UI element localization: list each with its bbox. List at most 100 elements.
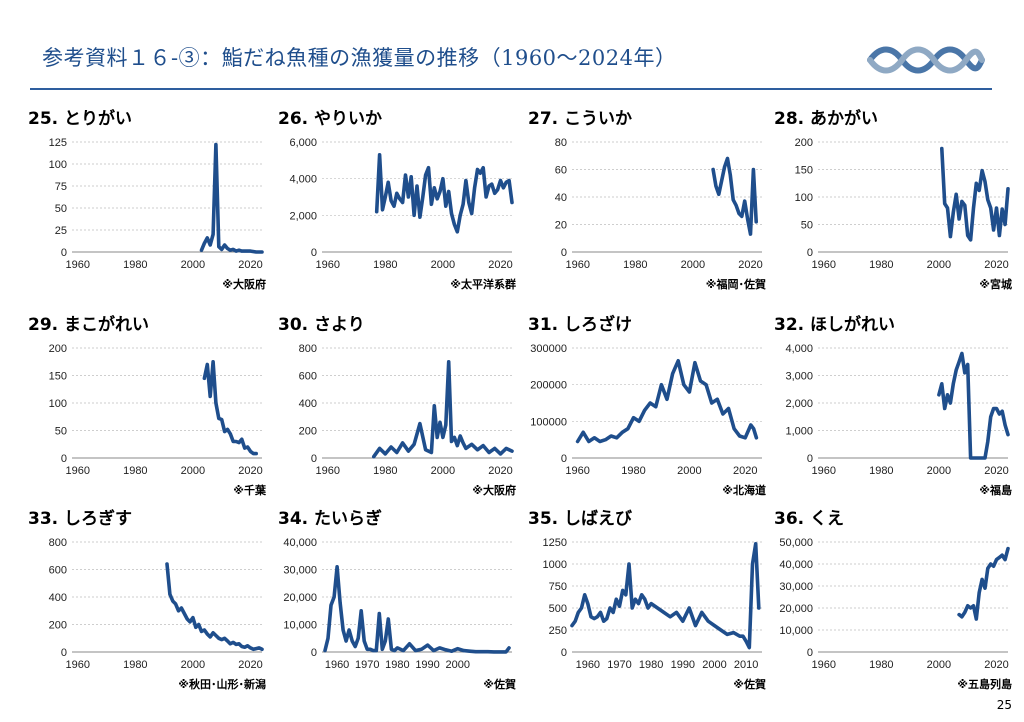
chart-title: 30. さより bbox=[278, 315, 365, 335]
series-line bbox=[957, 546, 1010, 621]
y-tick-label: 0 bbox=[561, 453, 567, 465]
y-tick-label: 25 bbox=[55, 225, 67, 237]
source-note: ※北海道 bbox=[722, 484, 766, 497]
chart-panel: 35. しばえび 0 250 500 750 1000 1250 1960 1970 1980 19… bbox=[520, 504, 772, 694]
y-tick-label: 4,000 bbox=[289, 174, 317, 186]
line-chart: 0 2,000 4,000 6,000 1960 1980 2000 2020 bbox=[289, 137, 514, 271]
chart-panel: 33. しろぎす 0 200 400 600 800 1960 1980 2000 2020 ※秋田… bbox=[20, 504, 272, 694]
source-note: ※福島 bbox=[979, 484, 1012, 497]
y-tick-label: 80 bbox=[555, 137, 567, 149]
series-line bbox=[374, 152, 514, 234]
chart-panel: 27. こういか 0 20 40 60 80 1960 1980 2000 2020 ※福岡･佐賀 bbox=[520, 104, 772, 294]
y-tick-label: 20,000 bbox=[779, 603, 813, 615]
chart-panel: 28. あかがい 0 50 100 150 200 1960 1980 2000 2020 ※宮城 bbox=[766, 104, 1018, 294]
y-tick-label: 0 bbox=[311, 453, 317, 465]
x-tick-label: 1980 bbox=[621, 465, 645, 477]
x-tick-label: 2000 bbox=[431, 259, 455, 271]
x-tick-label: 2020 bbox=[488, 465, 512, 477]
x-tick-label: 1980 bbox=[639, 659, 663, 671]
logo-icon bbox=[867, 46, 985, 74]
y-tick-label: 40 bbox=[555, 192, 567, 204]
x-tick-label: 2020 bbox=[238, 465, 262, 477]
source-note: ※宮城 bbox=[979, 278, 1012, 291]
source-note: ※大阪府 bbox=[222, 278, 266, 291]
x-tick-label: 2020 bbox=[733, 465, 757, 477]
y-tick-label: 200 bbox=[49, 620, 67, 632]
chart-panel: 25. とりがい 0 25 50 75 100 125 1960 1980 2000 2020 ※大阪… bbox=[20, 104, 272, 294]
chart-title: 33. しろぎす bbox=[28, 509, 133, 529]
series-line bbox=[575, 358, 759, 444]
y-tick-label: 600 bbox=[49, 565, 67, 577]
y-tick-label: 800 bbox=[299, 343, 317, 355]
y-tick-label: 1,000 bbox=[785, 426, 813, 438]
y-tick-label: 10,000 bbox=[779, 625, 813, 637]
chart-title: 34. たいらぎ bbox=[278, 509, 383, 529]
chart-title: 26. やりいか bbox=[278, 109, 383, 129]
y-tick-label: 800 bbox=[49, 537, 67, 549]
chart-panel: 29. まこがれい 0 50 100 150 200 1960 1980 2000 2020 ※千葉 bbox=[20, 310, 272, 500]
chart-title: 36. くえ bbox=[774, 509, 845, 529]
chart-panel: 30. さより 0 200 400 600 800 1960 1980 2000 2020 ※大阪府 bbox=[270, 310, 522, 500]
y-tick-label: 200 bbox=[795, 137, 813, 149]
y-tick-label: 250 bbox=[549, 625, 567, 637]
y-tick-label: 200 bbox=[49, 343, 67, 355]
y-tick-label: 0 bbox=[807, 647, 813, 659]
y-tick-label: 300000 bbox=[530, 343, 567, 355]
chart-panel: 31. しろざけ 0 100000 200000 300000 1960 1980 2000 2… bbox=[520, 310, 772, 500]
x-tick-label: 2000 bbox=[927, 259, 951, 271]
x-tick-label: 1980 bbox=[869, 259, 893, 271]
y-tick-label: 200000 bbox=[530, 380, 567, 392]
y-tick-label: 1000 bbox=[543, 559, 567, 571]
line-chart: 0 1,000 2,000 3,000 4,000 1960 1980 2000 2020 bbox=[785, 343, 1010, 477]
y-tick-label: 40,000 bbox=[779, 559, 813, 571]
x-tick-label: 1960 bbox=[66, 659, 90, 671]
x-tick-label: 1960 bbox=[576, 659, 600, 671]
y-tick-label: 100 bbox=[795, 192, 813, 204]
y-tick-label: 400 bbox=[49, 592, 67, 604]
x-tick-label: 1970 bbox=[355, 659, 379, 671]
x-tick-label: 2000 bbox=[927, 659, 951, 671]
y-tick-label: 6,000 bbox=[289, 137, 317, 149]
y-tick-label: 20,000 bbox=[283, 592, 317, 604]
source-note: ※秋田･山形･新潟 bbox=[178, 678, 266, 691]
x-tick-label: 1960 bbox=[66, 465, 90, 477]
y-tick-label: 0 bbox=[311, 247, 317, 259]
x-tick-label: 1980 bbox=[373, 465, 397, 477]
x-tick-label: 2020 bbox=[984, 465, 1008, 477]
x-tick-label: 1960 bbox=[812, 659, 836, 671]
line-chart: 0 10,000 20,000 30,000 40,000 50,000 1960 1980 2… bbox=[779, 537, 1010, 671]
y-tick-label: 150 bbox=[795, 165, 813, 177]
chart-title: 29. まこがれい bbox=[28, 315, 150, 335]
x-tick-label: 1980 bbox=[623, 259, 647, 271]
page-number: 25 bbox=[996, 698, 1012, 712]
line-chart: 0 200 400 600 800 1960 1980 2000 2020 bbox=[299, 343, 514, 477]
y-tick-label: 2,000 bbox=[289, 210, 317, 222]
y-tick-label: 0 bbox=[61, 453, 67, 465]
y-tick-label: 100 bbox=[49, 398, 67, 410]
x-tick-label: 2020 bbox=[488, 259, 512, 271]
chart-panel: 36. くえ 0 10,000 20,000 30,000 40,000 50,000 196… bbox=[766, 504, 1018, 694]
y-tick-label: 75 bbox=[55, 181, 67, 193]
x-tick-label: 1960 bbox=[316, 465, 340, 477]
chart-title: 25. とりがい bbox=[28, 109, 133, 129]
series-line bbox=[165, 562, 264, 652]
y-tick-label: 0 bbox=[561, 647, 567, 659]
x-tick-label: 1970 bbox=[607, 659, 631, 671]
y-tick-label: 400 bbox=[299, 398, 317, 410]
line-chart: 0 20 40 60 80 1960 1980 2000 2020 bbox=[555, 137, 763, 271]
x-tick-label: 1980 bbox=[373, 259, 397, 271]
y-tick-label: 0 bbox=[561, 247, 567, 259]
line-chart: 0 100000 200000 300000 1960 1980 2000 2020 bbox=[530, 343, 762, 477]
y-tick-label: 0 bbox=[807, 453, 813, 465]
y-tick-label: 500 bbox=[549, 603, 567, 615]
series-line bbox=[711, 156, 758, 236]
x-tick-label: 1980 bbox=[123, 465, 147, 477]
x-tick-label: 1960 bbox=[566, 259, 590, 271]
y-tick-label: 50 bbox=[55, 203, 67, 215]
line-chart: 0 25 50 75 100 125 1960 1980 2000 2020 bbox=[49, 137, 264, 271]
y-tick-label: 0 bbox=[61, 247, 67, 259]
y-tick-label: 40,000 bbox=[283, 537, 317, 549]
series-line bbox=[199, 142, 264, 254]
y-tick-label: 150 bbox=[49, 371, 67, 383]
chart-title: 35. しばえび bbox=[528, 509, 633, 529]
